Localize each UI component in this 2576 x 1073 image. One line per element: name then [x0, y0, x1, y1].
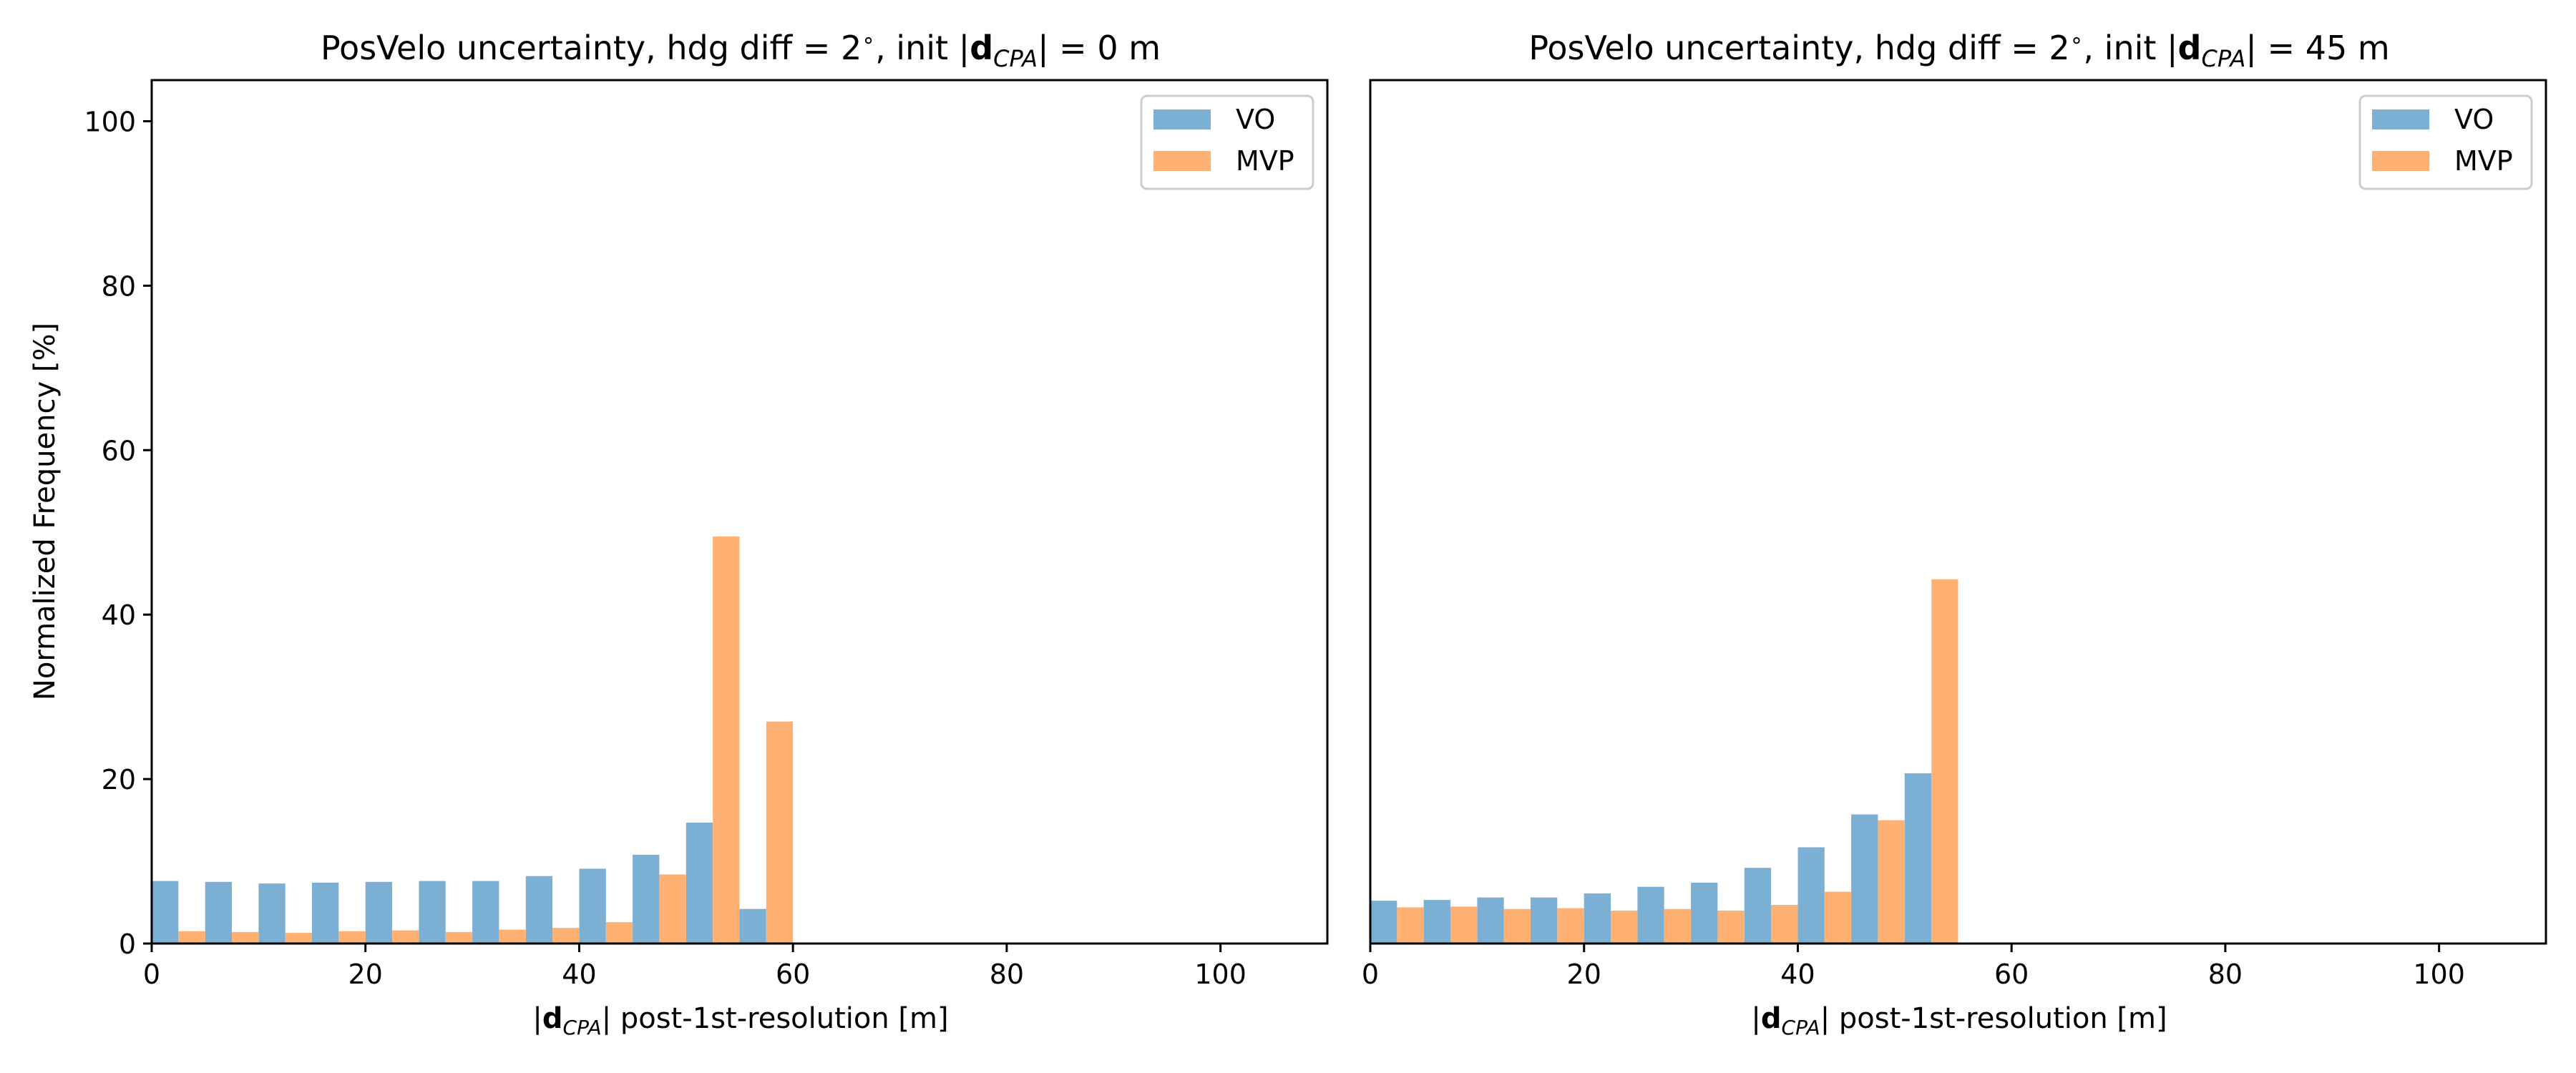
y-tick-label-100: 100	[84, 106, 136, 137]
y-ticks-left: 0 20 40 60 80 100	[84, 106, 152, 960]
legend-swatch-vo-left	[1153, 109, 1211, 129]
bar-mvp-right-4	[1611, 911, 1638, 944]
legend-label-mvp-left: MVP	[1236, 145, 1294, 177]
histogram-chart-right: PosVelo uncertainty, hdg diff = 2∘, init…	[1362, 28, 2547, 1039]
y-tick-label-0: 0	[119, 929, 136, 960]
x-tick-label-left-40: 40	[562, 959, 596, 990]
bar-vo-right-0	[1370, 901, 1397, 944]
bar-mvp-left-5	[445, 931, 473, 944]
x-ticks-right: 0 20 40 60 80 100	[1362, 944, 2465, 990]
bar-mvp-right-10	[1931, 579, 1958, 944]
x-axis-label-left: |dCPA| post-1st-resolution [m]	[532, 1002, 948, 1039]
bar-vo-left-11	[739, 908, 766, 944]
bar-vo-left-2	[258, 883, 286, 944]
chart-title-left: PosVelo uncertainty, hdg diff = 2∘, init…	[321, 28, 1161, 73]
x-tick-label-left-20: 20	[348, 959, 383, 990]
y-axis-label: Normalized Frequency [%]	[29, 323, 62, 700]
x-tick-label-left-100: 100	[1194, 959, 1246, 990]
bar-mvp-left-4	[392, 930, 419, 944]
bar-vo-right-9	[1851, 814, 1878, 944]
axes-frame-left	[150, 79, 1329, 945]
bar-mvp-right-3	[1557, 908, 1584, 944]
x-ticks-left: 0 20 40 60 80 100	[143, 944, 1246, 990]
legend-right: VO MVP	[2358, 94, 2533, 190]
bar-mvp-right-7	[1771, 905, 1798, 944]
bar-vo-right-4	[1584, 893, 1611, 944]
x-axis-label-right: |dCPA| post-1st-resolution [m]	[1751, 1002, 2167, 1039]
legend-label-mvp-right: MVP	[2454, 145, 2513, 177]
bar-vo-left-5	[419, 881, 446, 944]
bar-vo-left-1	[205, 881, 232, 944]
legend-label-vo-left: VO	[1236, 104, 1275, 135]
x-tick-label-left-80: 80	[990, 959, 1024, 990]
bar-vo-right-1	[1423, 900, 1450, 944]
y-tick-label-40: 40	[102, 599, 136, 631]
y-tick-label-60: 60	[102, 435, 136, 466]
bar-mvp-right-0	[1397, 907, 1424, 944]
bar-mvp-right-1	[1450, 906, 1478, 944]
x-tick-label-right-20: 20	[1567, 959, 1601, 990]
bar-vo-right-6	[1691, 882, 1718, 944]
bar-mvp-left-6	[499, 929, 526, 944]
bar-vo-right-7	[1744, 868, 1772, 944]
bar-vo-left-0	[152, 881, 179, 944]
bar-mvp-right-5	[1664, 908, 1692, 944]
bar-vo-left-8	[579, 868, 606, 944]
x-tick-label-right-100: 100	[2413, 959, 2465, 990]
bar-mvp-left-3	[338, 931, 366, 944]
bar-mvp-left-11	[766, 721, 794, 944]
bar-mvp-left-8	[605, 922, 633, 944]
bar-vo-right-3	[1531, 897, 1558, 944]
x-tick-label-right-0: 0	[1362, 959, 1379, 990]
legend-label-vo-right: VO	[2454, 104, 2494, 135]
x-tick-label-left-60: 60	[776, 959, 810, 990]
bar-mvp-right-2	[1503, 908, 1531, 944]
x-tick-label-right-40: 40	[1780, 959, 1815, 990]
legend-swatch-mvp-right	[2372, 151, 2429, 171]
bar-mvp-right-9	[1878, 820, 1905, 944]
bar-vo-left-6	[472, 881, 499, 944]
legend-left: VO MVP	[1140, 94, 1314, 190]
chart-title-right: PosVelo uncertainty, hdg diff = 2∘, init…	[1528, 28, 2389, 73]
bar-mvp-left-2	[285, 933, 312, 944]
legend-swatch-mvp-left	[1153, 151, 1211, 171]
bar-vo-right-8	[1797, 847, 1825, 944]
bar-mvp-right-6	[1717, 911, 1745, 944]
legend-swatch-vo-right	[2372, 109, 2429, 129]
bar-vo-right-5	[1637, 886, 1664, 944]
bar-vo-right-2	[1477, 897, 1504, 944]
bar-mvp-left-9	[659, 874, 686, 944]
bar-vo-left-10	[686, 823, 713, 944]
y-tick-label-20: 20	[102, 764, 136, 795]
x-tick-label-right-60: 60	[1994, 959, 2029, 990]
bar-mvp-left-10	[713, 536, 740, 944]
bars-left	[152, 536, 794, 944]
y-tick-label-80: 80	[102, 270, 136, 302]
axes-frame-right	[1369, 79, 2547, 945]
bar-mvp-left-1	[232, 931, 259, 944]
bar-vo-right-10	[1904, 773, 1932, 944]
bar-vo-left-3	[312, 882, 339, 944]
bars-right	[1370, 579, 1958, 944]
x-tick-label-left-0: 0	[143, 959, 160, 990]
histogram-chart-left: PosVelo uncertainty, hdg diff = 2∘, init…	[29, 28, 1329, 1039]
bar-vo-left-7	[525, 876, 553, 944]
bar-vo-left-4	[365, 881, 392, 944]
bar-mvp-right-8	[1824, 891, 1852, 944]
bar-mvp-left-0	[178, 931, 205, 944]
bar-vo-left-9	[633, 854, 660, 944]
x-tick-label-right-80: 80	[2208, 959, 2243, 990]
bar-mvp-left-7	[552, 928, 580, 944]
